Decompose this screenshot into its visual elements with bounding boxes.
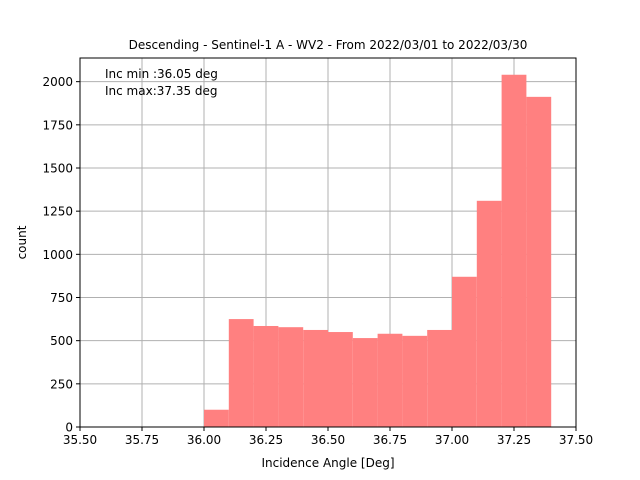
histogram-bar xyxy=(253,325,279,427)
y-tick-label: 1750 xyxy=(42,118,73,132)
histogram-bar xyxy=(278,327,304,427)
x-tick-label: 37.50 xyxy=(559,433,593,447)
y-tick-label: 750 xyxy=(50,291,73,305)
y-tick-label: 1500 xyxy=(42,161,73,175)
x-tick-label: 35.75 xyxy=(125,433,159,447)
x-tick-label: 36.75 xyxy=(373,433,407,447)
histogram-bar xyxy=(352,338,378,427)
y-tick-label: 1000 xyxy=(42,248,73,262)
annotation-inc-min: Inc min :36.05 deg xyxy=(105,67,218,81)
y-tick-label: 0 xyxy=(65,421,73,435)
histogram-bar xyxy=(526,96,552,427)
histogram-bar xyxy=(427,329,452,427)
y-tick-label: 1250 xyxy=(42,205,73,219)
chart-title: Descending - Sentinel-1 A - WV2 - From 2… xyxy=(129,38,528,52)
annotation-inc-max: Inc max:37.35 deg xyxy=(105,84,218,98)
histogram-bar xyxy=(228,319,254,427)
x-tick-label: 37.00 xyxy=(435,433,469,447)
y-axis-label: count xyxy=(15,225,29,259)
histogram-bar xyxy=(452,276,477,427)
x-tick-label: 36.50 xyxy=(311,433,345,447)
x-tick-label: 37.25 xyxy=(497,433,531,447)
axis-ticks: 35.50 35.75 36.00 36.25 36.50 36.75 37.00 37.25… xyxy=(42,75,593,447)
y-tick-label: 250 xyxy=(50,377,73,391)
histogram-bar xyxy=(303,329,328,427)
x-tick-label: 35.50 xyxy=(63,433,97,447)
x-axis-label: Incidence Angle [Deg] xyxy=(261,456,394,470)
x-tick-label: 36.25 xyxy=(249,433,283,447)
histogram-bars xyxy=(204,74,552,428)
histogram-bar xyxy=(377,333,403,427)
histogram-bar xyxy=(476,200,502,427)
y-tick-label: 2000 xyxy=(42,75,73,89)
histogram-bar xyxy=(402,335,428,427)
histogram-bar xyxy=(204,409,229,427)
y-tick-label: 500 xyxy=(50,334,73,348)
histogram-bar xyxy=(328,332,353,427)
x-tick-label: 36.00 xyxy=(187,433,221,447)
histogram-bar xyxy=(501,74,527,428)
